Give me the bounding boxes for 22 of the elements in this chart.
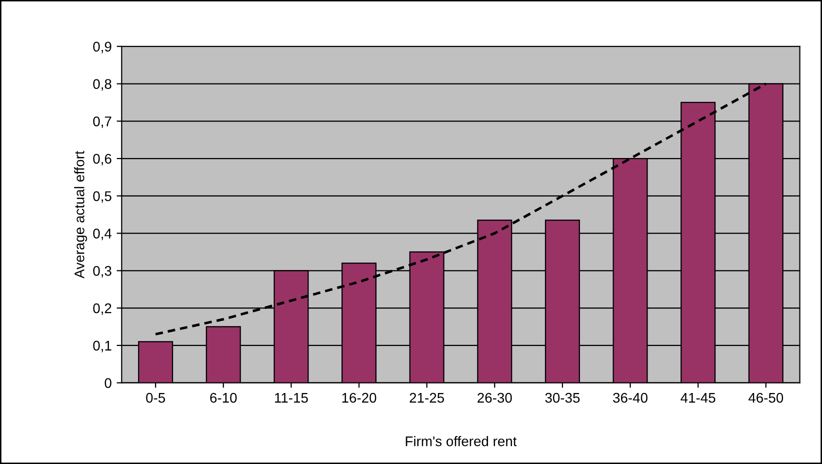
y-tick-label: 0,2 <box>93 303 112 315</box>
x-tick-label: 0-5 <box>146 392 166 403</box>
x-tick-label: 11-15 <box>275 393 308 403</box>
y-tick-label: 0,9 <box>93 42 112 54</box>
y-axis-title: Average actual effort <box>74 150 88 278</box>
x-tick-label: 16-20 <box>342 392 376 403</box>
y-tick-label: 0,4 <box>93 228 112 240</box>
y-tick-label: 0,3 <box>93 266 112 278</box>
x-tick-label: 6-10 <box>210 392 237 403</box>
y-tick-label: 0,8 <box>93 79 112 91</box>
x-tick-label: 46-50 <box>748 392 784 403</box>
x-tick-label: 26-30 <box>478 392 512 403</box>
x-tick-label: 30-35 <box>545 392 580 403</box>
x-tick-label: 21-25 <box>410 392 444 403</box>
y-tick-label: 0,7 <box>93 116 112 128</box>
x-tick-label: 36-40 <box>613 392 648 403</box>
y-tick-label: 0,6 <box>93 154 112 166</box>
y-tick-label: 0 <box>104 378 112 388</box>
x-axis-title: Firm's offered rent <box>406 436 517 446</box>
y-tick-label: 0,5 <box>93 191 112 203</box>
x-tick-label: 41-45 <box>680 393 716 403</box>
y-tick-label: 0,1 <box>93 340 112 352</box>
